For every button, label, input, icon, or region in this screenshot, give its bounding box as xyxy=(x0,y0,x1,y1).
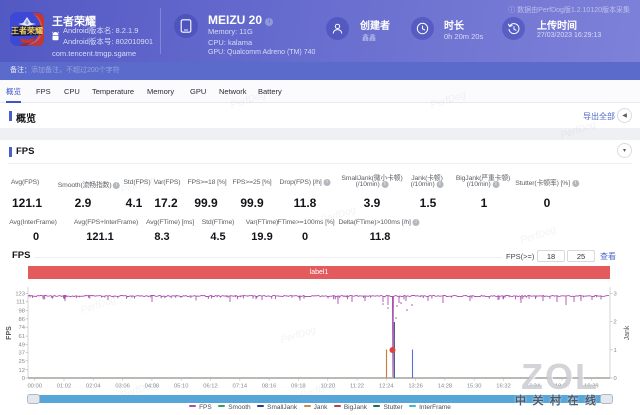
svg-text:11:22: 11:22 xyxy=(350,384,364,390)
svg-text:10:20: 10:20 xyxy=(320,384,335,390)
svg-text:03:06: 03:06 xyxy=(115,384,130,390)
svg-text:12: 12 xyxy=(19,368,25,374)
svg-text:05:10: 05:10 xyxy=(174,384,189,390)
svg-text:123: 123 xyxy=(15,292,25,298)
svg-text:13:26: 13:26 xyxy=(408,384,423,390)
svg-text:02:04: 02:04 xyxy=(86,384,101,390)
svg-text:49: 49 xyxy=(19,342,25,348)
svg-text:17:34: 17:34 xyxy=(526,384,541,390)
svg-text:18:36: 18:36 xyxy=(555,384,570,390)
svg-text:2: 2 xyxy=(614,320,617,326)
svg-text:04:08: 04:08 xyxy=(145,384,160,390)
svg-text:111: 111 xyxy=(16,300,25,306)
svg-text:3: 3 xyxy=(614,292,617,298)
svg-text:86: 86 xyxy=(19,317,25,323)
svg-text:01:02: 01:02 xyxy=(57,384,72,390)
svg-text:Jank: Jank xyxy=(624,325,631,340)
svg-text:19:38: 19:38 xyxy=(584,384,599,390)
svg-text:1: 1 xyxy=(614,348,617,354)
svg-text:37: 37 xyxy=(19,351,25,357)
svg-text:61: 61 xyxy=(19,334,25,340)
svg-text:09:18: 09:18 xyxy=(291,384,306,390)
svg-text:15:30: 15:30 xyxy=(467,384,482,390)
svg-text:74: 74 xyxy=(19,325,26,331)
svg-text:0: 0 xyxy=(22,376,25,382)
svg-text:07:14: 07:14 xyxy=(233,384,248,390)
svg-text:06:12: 06:12 xyxy=(203,384,218,390)
svg-text:14:28: 14:28 xyxy=(438,384,453,390)
svg-text:00:00: 00:00 xyxy=(27,384,42,390)
svg-text:08:16: 08:16 xyxy=(262,384,277,390)
svg-text:FPS: FPS xyxy=(6,326,13,340)
svg-text:16:32: 16:32 xyxy=(496,384,511,390)
svg-text:王者荣耀: 王者荣耀 xyxy=(11,26,43,36)
svg-text:12:24: 12:24 xyxy=(379,384,394,390)
svg-text:25: 25 xyxy=(19,359,25,365)
svg-text:98: 98 xyxy=(19,309,25,315)
svg-text:0: 0 xyxy=(614,376,617,382)
